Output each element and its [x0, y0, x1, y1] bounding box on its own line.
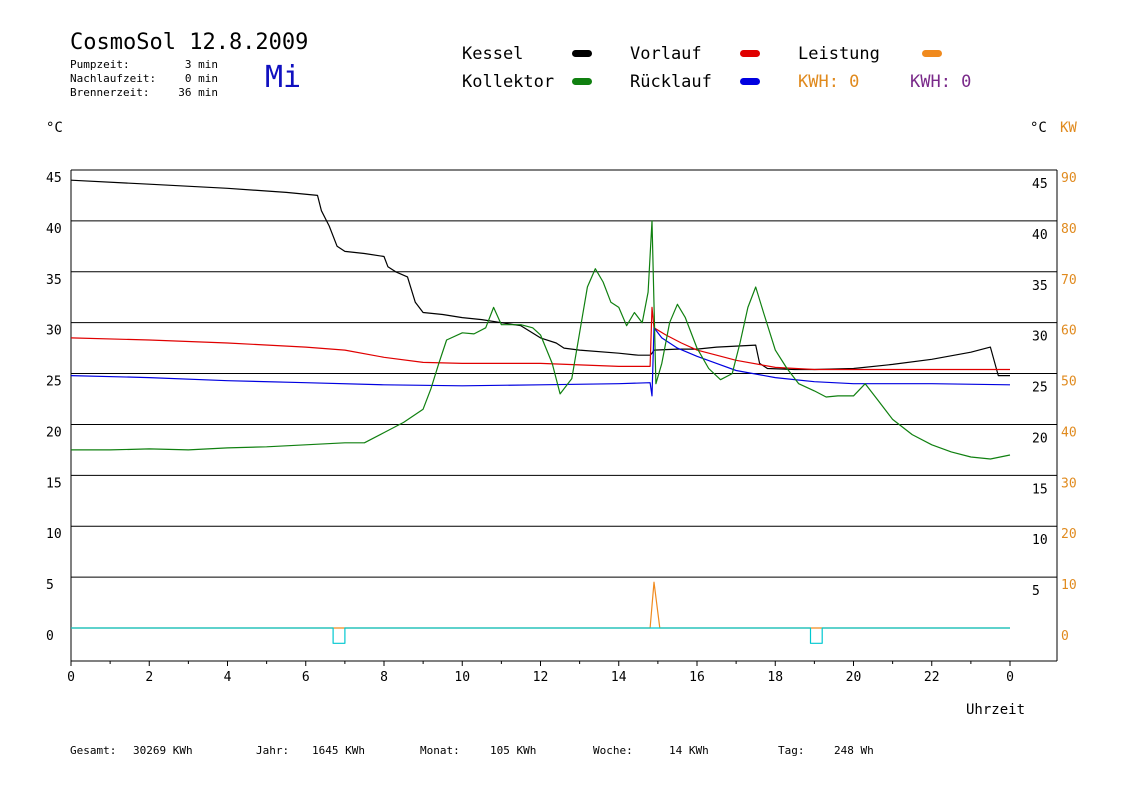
info-label-nachlaufzeit: Nachlaufzeit:: [70, 72, 157, 85]
series-line-kollektor: [71, 220, 1011, 460]
legend-label-kollektor: Kollektor: [462, 72, 555, 92]
tick-layer: 0510152025303540455101520253035404501020…: [46, 171, 1077, 685]
chart-title: CosmoSol 12.8.2009: [70, 30, 309, 55]
x-tick-label-3: 6: [302, 670, 310, 685]
series-line-pumpe: [71, 627, 1010, 644]
info-value-pumpzeit: 3 min: [184, 58, 218, 71]
series-line-vorlauf: [70, 306, 1010, 371]
stat-value-monat: 105 KWh: [490, 744, 537, 757]
x-tick-label-7: 14: [611, 670, 627, 685]
y-tick-label-right-40: 40: [1032, 228, 1048, 243]
legend-swatch-leistung: [922, 50, 942, 57]
kwh-label-purple: KWH: 0: [910, 72, 972, 92]
weekday-label: Mi: [265, 60, 302, 95]
y-tick-label-left-0: 0: [46, 629, 54, 644]
y2-tick-label-20: 20: [1061, 527, 1077, 542]
series-layer: [70, 179, 1011, 644]
x-tick-label-2: 4: [224, 670, 232, 685]
y-tick-label-left-45: 45: [46, 171, 62, 186]
y-tick-label-right-5: 5: [1032, 584, 1040, 599]
y-tick-label-left-15: 15: [46, 476, 62, 491]
legend-label-leistung: Leistung: [798, 44, 880, 64]
y-tick-label-left-10: 10: [46, 527, 62, 542]
left-axis-unit: °C: [46, 120, 63, 136]
legend-swatch-kollektor: [572, 78, 592, 85]
stat-label-jahr: Jahr:: [256, 744, 290, 757]
y-tick-label-right-10: 10: [1032, 533, 1048, 548]
x-tick-label-11: 22: [924, 670, 940, 685]
y2-tick-label-0: 0: [1061, 629, 1069, 644]
y-tick-label-right-35: 35: [1032, 279, 1048, 294]
stat-label-monat: Monat:: [420, 744, 460, 757]
right-axis-unit-celsius: °C: [1030, 120, 1047, 136]
series-line-leistung: [71, 581, 1010, 629]
y2-tick-label-50: 50: [1061, 375, 1077, 390]
grid-layer: [70, 169, 1058, 662]
y-tick-label-right-45: 45: [1032, 177, 1048, 192]
x-tick-label-1: 2: [145, 670, 153, 685]
y-tick-label-left-25: 25: [46, 375, 62, 390]
y-tick-label-right-30: 30: [1032, 330, 1048, 345]
x-tick-label-8: 16: [689, 670, 705, 685]
legend-label-vorlauf: Vorlauf: [630, 44, 702, 64]
y2-tick-label-60: 60: [1061, 324, 1077, 339]
y2-tick-label-10: 10: [1061, 578, 1077, 593]
x-tick-label-9: 18: [767, 670, 783, 685]
y-tick-label-left-5: 5: [46, 578, 54, 593]
y-tick-label-right-25: 25: [1032, 381, 1048, 396]
legend-swatch-vorlauf: [740, 50, 760, 57]
y2-tick-label-70: 70: [1061, 273, 1077, 288]
y-tick-label-left-20: 20: [46, 425, 62, 440]
info-label-brennerzeit: Brennerzeit:: [70, 86, 150, 99]
y-tick-label-left-30: 30: [46, 324, 62, 339]
stat-value-woche: 14 KWh: [669, 744, 709, 757]
stat-value-tag: 248 Wh: [834, 744, 874, 757]
series-line-kessel: [70, 179, 1010, 377]
y2-tick-label-30: 30: [1061, 476, 1077, 491]
x-tick-label-12: 0: [1006, 670, 1014, 685]
legend-label-kessel: Kessel: [462, 44, 524, 64]
x-tick-label-5: 10: [454, 670, 470, 685]
stat-label-gesamt: Gesamt:: [70, 744, 117, 757]
kwh-label-orange: KWH: 0: [798, 72, 860, 92]
x-tick-label-6: 12: [533, 670, 549, 685]
x-tick-label-10: 20: [846, 670, 862, 685]
y2-tick-label-40: 40: [1061, 425, 1077, 440]
y2-tick-label-80: 80: [1061, 222, 1077, 237]
info-label-pumpzeit: Pumpzeit:: [70, 58, 130, 71]
stat-label-woche: Woche:: [593, 744, 633, 757]
info-value-nachlaufzeit: 0 min: [184, 72, 218, 85]
stat-value-gesamt: 30269 KWh: [133, 744, 193, 757]
y-tick-label-left-35: 35: [46, 273, 62, 288]
stat-value-jahr: 1645 KWh: [312, 744, 365, 757]
x-axis-label: Uhrzeit: [966, 702, 1026, 718]
legend-swatch-ruecklauf: [740, 78, 760, 85]
legend-swatch-kessel: [572, 50, 592, 57]
y-tick-label-right-15: 15: [1032, 482, 1048, 497]
legend-label-ruecklauf: Rücklauf: [630, 72, 712, 92]
stat-label-tag: Tag:: [778, 744, 805, 757]
y-tick-label-left-40: 40: [46, 222, 62, 237]
x-tick-label-0: 0: [67, 670, 75, 685]
x-tick-label-4: 8: [380, 670, 388, 685]
info-value-brennerzeit: 36 min: [178, 86, 218, 99]
y2-tick-label-90: 90: [1061, 171, 1077, 186]
right-axis-unit-kw: KW: [1060, 120, 1077, 136]
y-tick-label-right-20: 20: [1032, 431, 1048, 446]
